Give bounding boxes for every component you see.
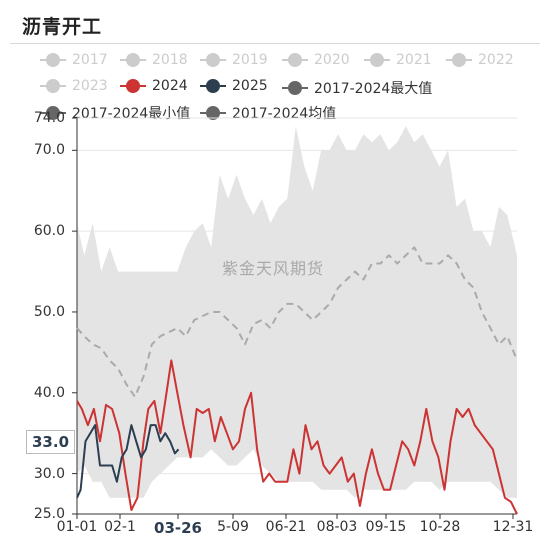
y-axis-pointer-label: 33.0 (26, 430, 76, 454)
x-tick-label: 08-03 (316, 519, 358, 535)
legend-item-2025[interactable]: 2025 (200, 78, 268, 94)
series-line-mean (76, 246, 518, 398)
legend-label: 2023 (72, 78, 108, 94)
legend-item-2019[interactable]: 2019 (200, 52, 268, 68)
chart-legend: 2017 2018 2019 2020 2021 2022 2023 2024 2025 2017… (0, 48, 550, 122)
legend-item-2017-2024-9[interactable]: 2017-2024最大值 (282, 78, 432, 98)
legend-marker-icon (200, 53, 226, 67)
y-tick-label: 25.0 (33, 506, 65, 522)
watermark: 紫金天风期货 (222, 259, 325, 278)
legend-label: 2020 (314, 52, 350, 68)
series-line-2024 (76, 359, 518, 515)
y-tick-label: 40.0 (33, 384, 65, 401)
x-tick-label: 09-15 (365, 519, 407, 535)
x-tick-label: 06-21 (265, 519, 307, 535)
legend-label: 2018 (152, 52, 188, 68)
legend-item-2018[interactable]: 2018 (120, 52, 188, 68)
legend-marker-icon (364, 53, 390, 67)
y-tick-label: 74.0 (33, 110, 65, 126)
legend-marker-icon (40, 53, 66, 67)
legend-marker-icon (120, 79, 146, 93)
y-tick-label: 30.0 (33, 465, 65, 482)
legend-label: 2024 (152, 78, 188, 94)
legend-marker-icon (40, 106, 66, 120)
legend-item-2017[interactable]: 2017 (40, 52, 108, 68)
legend-marker-icon (200, 79, 226, 93)
legend-marker-icon (446, 53, 472, 67)
title-divider (10, 43, 540, 44)
legend-label: 2021 (396, 52, 432, 68)
legend-label: 2019 (232, 52, 268, 68)
legend-marker-icon (120, 53, 146, 67)
x-tick-label: 5-09 (217, 519, 249, 535)
x-tick-label: 01-01 (56, 519, 98, 535)
legend-marker-icon (40, 79, 66, 93)
max-min-range-band (77, 126, 517, 498)
y-tick-label: 60.0 (33, 223, 65, 240)
legend-item-2024[interactable]: 2024 (120, 78, 188, 94)
legend-marker-icon (282, 81, 308, 95)
legend-label: 2017-2024最大值 (314, 81, 433, 97)
legend-item-2022[interactable]: 2022 (446, 52, 514, 68)
legend-label: 2022 (478, 52, 514, 68)
legend-item-2020[interactable]: 2020 (282, 52, 350, 68)
legend-item-2023[interactable]: 2023 (40, 78, 108, 94)
legend-item-2021[interactable]: 2021 (364, 52, 432, 68)
x-tick-label: 10-28 (419, 519, 461, 535)
series-line-2025 (76, 424, 180, 499)
legend-marker-icon (282, 53, 308, 67)
x-tick-label: 12-31 (492, 519, 534, 535)
x-axis-pointer-label: 03-26 (154, 519, 202, 537)
y-tick-label: 70.0 (33, 142, 65, 159)
y-tick-label: 50.0 (33, 303, 65, 320)
chart-title: 沥青开工 (22, 16, 103, 38)
legend-label: 2025 (232, 78, 268, 94)
x-tick-label: 02-1 (104, 519, 136, 535)
legend-label: 2017 (72, 52, 108, 68)
legend-marker-icon (200, 106, 226, 120)
